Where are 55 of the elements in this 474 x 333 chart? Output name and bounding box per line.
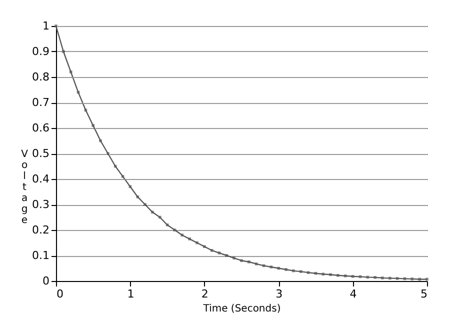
y-tick-label: 0.9 xyxy=(32,45,50,58)
point xyxy=(410,278,414,280)
x-tick-label: 0 xyxy=(56,288,64,300)
point xyxy=(225,254,228,257)
point xyxy=(366,276,370,279)
point xyxy=(210,248,214,252)
point xyxy=(270,266,273,268)
x-tick-label: 3 xyxy=(276,288,283,300)
x-axis-title: Time (Seconds) xyxy=(202,304,281,314)
y-tick-label: 0.2 xyxy=(32,224,50,236)
point xyxy=(292,269,295,272)
x-tick-label: 2 xyxy=(201,288,208,300)
point xyxy=(344,274,347,278)
y-tick-label: 0.6 xyxy=(32,122,50,134)
point xyxy=(254,262,258,266)
point xyxy=(277,266,280,270)
point xyxy=(196,241,198,244)
y-axis-title: Voltage xyxy=(21,149,28,226)
point xyxy=(299,270,302,273)
x-tick-label: 1 xyxy=(127,288,134,300)
point xyxy=(388,276,392,280)
point xyxy=(418,278,421,281)
point xyxy=(314,272,318,275)
point xyxy=(166,223,169,226)
point xyxy=(114,164,117,168)
point xyxy=(351,274,354,278)
point xyxy=(426,278,428,281)
point xyxy=(128,185,132,188)
point xyxy=(336,274,340,277)
point xyxy=(84,108,88,112)
point xyxy=(158,216,162,219)
x-tick-label: 5 xyxy=(420,288,428,300)
point xyxy=(218,252,221,254)
y-tick-label: 0.4 xyxy=(32,172,50,186)
y-tick-label: 0.3 xyxy=(32,198,50,211)
point xyxy=(180,234,184,237)
y-tick-label: 0 xyxy=(42,274,50,288)
y-tick-label: 0.5 xyxy=(32,147,50,160)
point xyxy=(173,228,176,232)
point xyxy=(54,24,58,28)
point xyxy=(322,272,325,276)
point xyxy=(136,195,140,198)
point xyxy=(121,175,124,178)
point xyxy=(151,210,154,214)
x-tick-label: 4 xyxy=(350,288,357,300)
point xyxy=(329,273,332,276)
point xyxy=(69,70,72,74)
y-tick-label: 1 xyxy=(42,20,50,32)
y-tick-label: 0.8 xyxy=(32,70,50,84)
point xyxy=(248,260,250,264)
y-tick-label: 0.7 xyxy=(32,96,50,109)
y-tick-label: 0.1 xyxy=(32,249,50,262)
point xyxy=(396,277,399,280)
point xyxy=(99,139,102,142)
point xyxy=(306,271,310,274)
